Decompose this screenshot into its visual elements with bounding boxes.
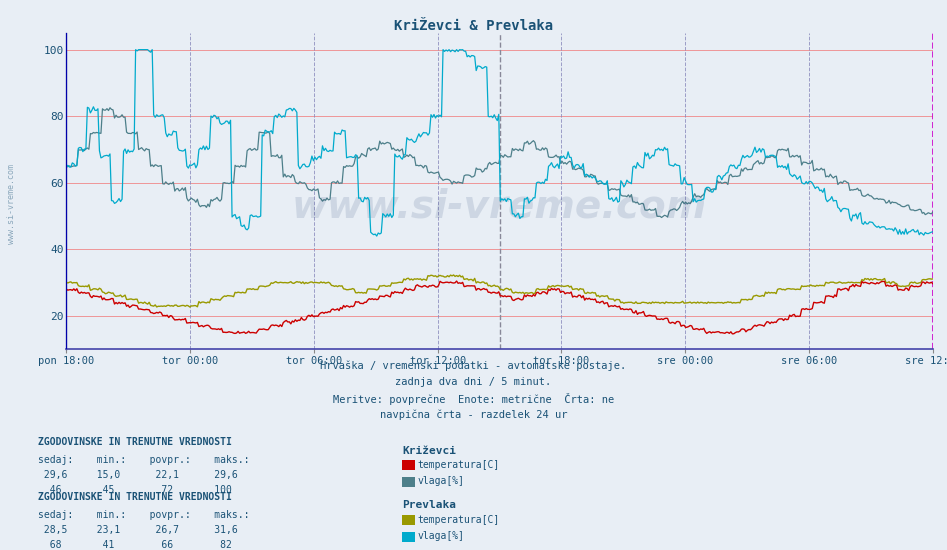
Text: vlaga[%]: vlaga[%] <box>418 531 465 541</box>
Text: www.si-vreme.com: www.si-vreme.com <box>292 188 707 226</box>
Text: Meritve: povprečne  Enote: metrične  Črta: ne: Meritve: povprečne Enote: metrične Črta:… <box>333 393 614 405</box>
Text: sedaj:    min.:    povpr.:    maks.:: sedaj: min.: povpr.: maks.: <box>38 510 249 520</box>
Text: sedaj:    min.:    povpr.:    maks.:: sedaj: min.: povpr.: maks.: <box>38 455 249 465</box>
Text: Križevci: Križevci <box>402 446 456 455</box>
Text: zadnja dva dni / 5 minut.: zadnja dva dni / 5 minut. <box>396 377 551 387</box>
Text: www.si-vreme.com: www.si-vreme.com <box>7 163 16 244</box>
Text: ZGODOVINSKE IN TRENUTNE VREDNOSTI: ZGODOVINSKE IN TRENUTNE VREDNOSTI <box>38 437 232 447</box>
Text: KriŽevci & Prevlaka: KriŽevci & Prevlaka <box>394 19 553 33</box>
Text: 28,5     23,1      26,7      31,6: 28,5 23,1 26,7 31,6 <box>38 525 238 535</box>
Text: temperatura[C]: temperatura[C] <box>418 515 500 525</box>
Text: 29,6     15,0      22,1      29,6: 29,6 15,0 22,1 29,6 <box>38 470 238 480</box>
Text: 46       45        72       100: 46 45 72 100 <box>38 485 232 495</box>
Text: navpična črta - razdelek 24 ur: navpična črta - razdelek 24 ur <box>380 410 567 420</box>
Text: temperatura[C]: temperatura[C] <box>418 460 500 470</box>
Text: vlaga[%]: vlaga[%] <box>418 476 465 486</box>
Text: ZGODOVINSKE IN TRENUTNE VREDNOSTI: ZGODOVINSKE IN TRENUTNE VREDNOSTI <box>38 492 232 502</box>
Text: Prevlaka: Prevlaka <box>402 500 456 510</box>
Text: Hrvaška / vremenski podatki - avtomatske postaje.: Hrvaška / vremenski podatki - avtomatske… <box>320 360 627 371</box>
Text: 68       41        66        82: 68 41 66 82 <box>38 540 232 550</box>
